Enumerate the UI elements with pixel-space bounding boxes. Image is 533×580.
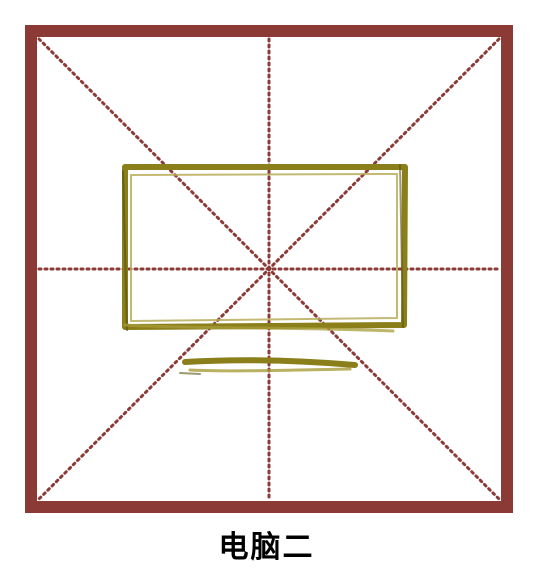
monitor-screen-outline <box>122 164 408 330</box>
guide-line-diagonal-anti <box>37 37 501 501</box>
monitor-screen-inner-stroke <box>130 173 398 322</box>
computer-monitor-icon <box>122 164 408 375</box>
grid-canvas <box>25 25 513 513</box>
grid-border <box>25 25 513 513</box>
monitor-base-stroke <box>182 357 358 368</box>
writing-grid <box>25 25 513 513</box>
character-caption: 电脑二 <box>218 530 315 565</box>
